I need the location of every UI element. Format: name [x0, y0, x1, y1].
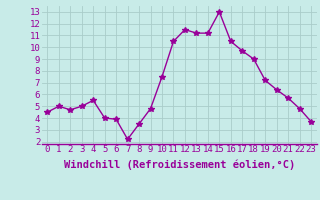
X-axis label: Windchill (Refroidissement éolien,°C): Windchill (Refroidissement éolien,°C): [64, 160, 295, 170]
